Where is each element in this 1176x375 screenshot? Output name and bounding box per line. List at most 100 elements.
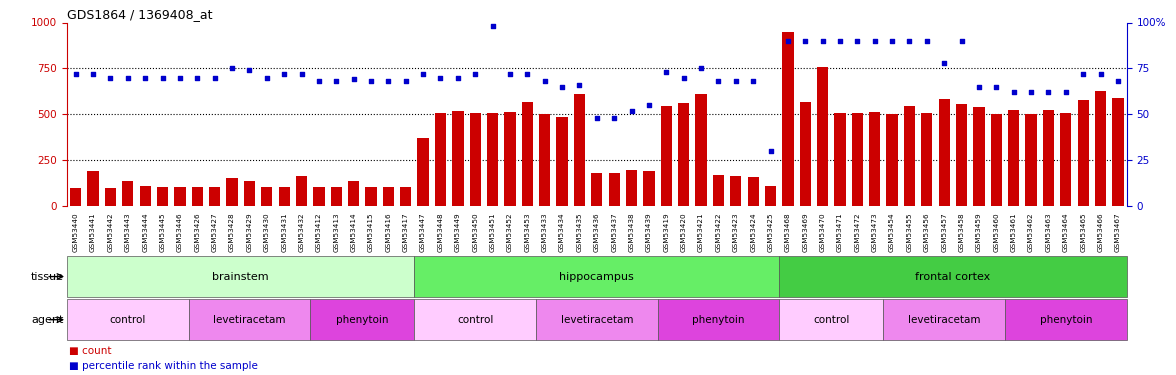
Bar xyxy=(1025,114,1037,206)
Bar xyxy=(592,173,602,206)
Point xyxy=(691,65,710,71)
Bar xyxy=(764,186,776,206)
Bar xyxy=(800,102,811,206)
Text: phenytoin: phenytoin xyxy=(693,315,744,325)
Bar xyxy=(713,175,724,206)
Bar xyxy=(657,299,780,340)
Point xyxy=(779,38,797,44)
Point xyxy=(448,75,467,81)
Bar xyxy=(348,180,360,206)
Bar xyxy=(1077,100,1089,206)
Bar xyxy=(1061,114,1071,206)
Bar xyxy=(296,176,307,206)
Bar xyxy=(156,187,168,206)
Bar xyxy=(192,187,203,206)
Point xyxy=(640,102,659,108)
Bar xyxy=(400,187,412,206)
Point xyxy=(432,75,450,81)
Point xyxy=(222,65,241,71)
Point xyxy=(1040,89,1058,95)
Bar xyxy=(661,106,671,206)
Text: GDS1864 / 1369408_at: GDS1864 / 1369408_at xyxy=(67,8,213,21)
Bar xyxy=(869,112,881,206)
Bar xyxy=(414,256,780,297)
Bar xyxy=(122,180,133,206)
Bar xyxy=(974,107,984,206)
Point xyxy=(379,78,397,84)
Point xyxy=(743,78,762,84)
Bar xyxy=(643,171,655,206)
Bar xyxy=(1043,110,1054,206)
Point xyxy=(917,38,936,44)
Point xyxy=(188,75,207,81)
Point xyxy=(345,76,363,82)
Bar xyxy=(1095,92,1107,206)
Text: frontal cortex: frontal cortex xyxy=(915,272,990,282)
Bar xyxy=(67,299,188,340)
Bar xyxy=(817,67,828,206)
Point xyxy=(206,75,225,81)
Point xyxy=(327,78,346,84)
Text: levetiracetam: levetiracetam xyxy=(561,315,633,325)
Point xyxy=(292,71,310,77)
Point xyxy=(848,38,867,44)
Text: control: control xyxy=(813,315,849,325)
Bar xyxy=(453,111,463,206)
Point xyxy=(1091,71,1110,77)
Bar xyxy=(921,114,933,206)
Bar xyxy=(279,187,289,206)
Point xyxy=(83,71,102,77)
Bar xyxy=(556,117,568,206)
Bar xyxy=(382,187,394,206)
Bar xyxy=(487,112,499,206)
Bar xyxy=(887,114,897,206)
Bar xyxy=(67,256,414,297)
Bar xyxy=(782,32,794,206)
Text: agent: agent xyxy=(31,315,64,325)
Bar xyxy=(1112,98,1123,206)
Text: ■ percentile rank within the sample: ■ percentile rank within the sample xyxy=(69,360,259,370)
Bar xyxy=(938,99,950,206)
Point xyxy=(761,148,780,154)
Bar xyxy=(87,171,99,206)
Bar xyxy=(1005,299,1127,340)
Bar xyxy=(608,173,620,206)
Point xyxy=(153,75,172,81)
Bar xyxy=(71,188,81,206)
Bar xyxy=(188,299,310,340)
Bar xyxy=(904,106,915,206)
Bar xyxy=(522,102,533,206)
Point xyxy=(987,84,1005,90)
Point xyxy=(796,38,815,44)
Point xyxy=(258,75,276,81)
Bar xyxy=(505,112,515,206)
Text: brainstem: brainstem xyxy=(213,272,269,282)
Point xyxy=(570,82,589,88)
Point xyxy=(396,78,415,84)
Bar xyxy=(469,112,481,206)
Bar xyxy=(330,187,342,206)
Point xyxy=(657,69,676,75)
Bar xyxy=(780,299,883,340)
Point xyxy=(709,78,728,84)
Bar xyxy=(417,138,429,206)
Point xyxy=(866,38,884,44)
Bar xyxy=(695,94,707,206)
Point xyxy=(1109,78,1128,84)
Point xyxy=(119,75,138,81)
Point xyxy=(466,71,485,77)
Point xyxy=(727,78,746,84)
Text: control: control xyxy=(457,315,494,325)
Point xyxy=(240,67,259,73)
Point xyxy=(275,71,294,77)
Point xyxy=(361,78,380,84)
Point xyxy=(517,71,536,77)
Point xyxy=(935,60,954,66)
Bar xyxy=(536,299,657,340)
Bar xyxy=(730,176,741,206)
Point xyxy=(814,38,833,44)
Bar xyxy=(956,104,967,206)
Text: ■ count: ■ count xyxy=(69,346,112,356)
Bar xyxy=(679,104,689,206)
Text: tissue: tissue xyxy=(31,272,64,282)
